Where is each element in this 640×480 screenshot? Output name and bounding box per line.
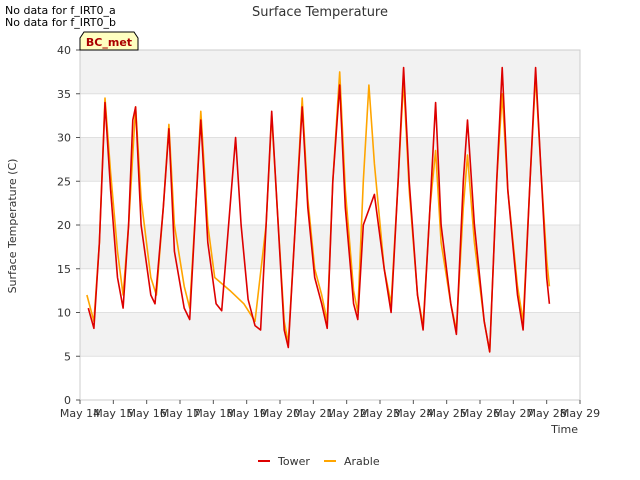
x-tick-label: May 15: [93, 407, 133, 420]
x-tick-label: May 26: [460, 407, 500, 420]
bc-met-badge: BC_met: [79, 31, 139, 51]
grid-band: [80, 50, 580, 94]
x-tick-label: May 18: [193, 407, 233, 420]
grid-band: [80, 181, 580, 225]
x-tick-label: May 24: [393, 407, 433, 420]
x-tick-label: May 16: [127, 407, 167, 420]
legend-label-tower: Tower: [277, 455, 310, 468]
x-axis-label: Time: [550, 423, 578, 436]
badge-label: BC_met: [86, 36, 132, 49]
x-tick-label: May 22: [327, 407, 367, 420]
legend-label-arable: Arable: [344, 455, 380, 468]
grid-band: [80, 312, 580, 357]
legend: Tower Arable: [258, 455, 380, 468]
x-tick-label: May 29: [560, 407, 600, 420]
grid-band: [80, 268, 580, 313]
y-tick-label: 15: [57, 263, 71, 276]
series-line-tower: [87, 66, 551, 353]
x-tick-label: May 28: [527, 407, 567, 420]
y-tick-label: 30: [57, 132, 71, 145]
x-tick-label: May 14: [60, 407, 100, 420]
no-data-note-b: No data for f_IRT0_b: [5, 16, 117, 29]
y-tick-label: 35: [57, 88, 71, 101]
chart-title: Surface Temperature: [252, 5, 388, 20]
y-tick-label: 0: [64, 394, 71, 407]
y-tick-label: 20: [57, 219, 71, 232]
x-tick-label: May 21: [293, 407, 333, 420]
x-tick-label: May 25: [427, 407, 467, 420]
y-tick-label: 5: [64, 350, 71, 363]
x-tick-label: May 17: [160, 407, 200, 420]
grid-band: [80, 356, 580, 400]
y-tick-label: 25: [57, 175, 71, 188]
grid-band: [80, 93, 580, 138]
x-tick-label: May 19: [227, 407, 267, 420]
no-data-note-a: No data for f_IRT0_a: [5, 4, 116, 17]
y-tick-label: 40: [57, 44, 71, 57]
x-tick-label: May 20: [260, 407, 300, 420]
x-tick-label: May 23: [360, 407, 400, 420]
y-axis-label: Surface Temperature (C): [6, 159, 19, 294]
y-tick-label: 10: [57, 307, 71, 320]
x-tick-label: May 27: [493, 407, 533, 420]
